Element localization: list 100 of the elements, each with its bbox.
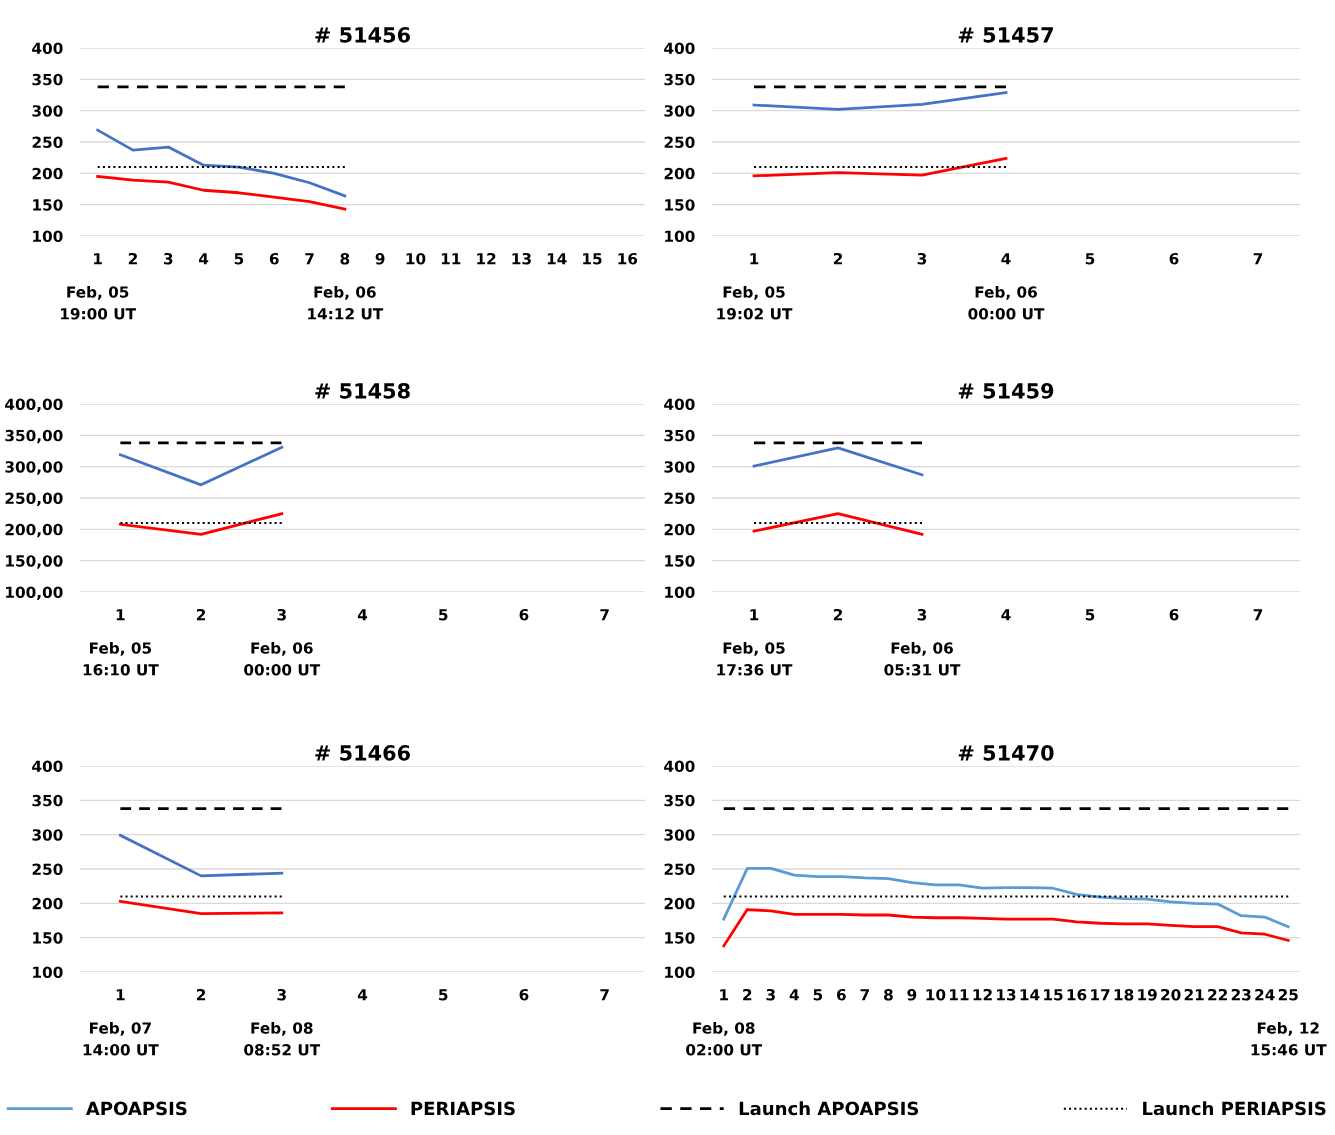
text: Feb, 08 08:52 UT xyxy=(244,1022,321,1056)
x-tick-label: 7 xyxy=(860,989,869,1001)
x-tick-label: 3 xyxy=(277,608,286,621)
line-series xyxy=(96,175,347,211)
text: Feb, 06 05:31 UT xyxy=(884,642,961,676)
x-tick-label: 13 xyxy=(997,988,1016,1001)
chart-title: # 51458 xyxy=(315,382,410,399)
chart-title: # 51459 xyxy=(958,383,1054,399)
y-tick-label: 300,00 xyxy=(5,461,63,475)
y-tick-label: 200 xyxy=(32,897,63,910)
x-tick-label: 1 xyxy=(720,989,729,1001)
x-tick-label: 8 xyxy=(340,252,350,265)
y-tick-label: 150,00 xyxy=(6,555,63,569)
y-tick-label: 150 xyxy=(33,199,63,211)
x-tick-label: 11 xyxy=(950,989,969,1001)
x-tick-label: 6 xyxy=(1169,252,1179,265)
x-tick-label: 8 xyxy=(884,988,893,1001)
x-tick-label: 14 xyxy=(547,253,567,265)
legend-label: Launch APOAPSIS xyxy=(739,1101,919,1116)
x-tick-label: 2 xyxy=(196,608,206,621)
y-tick-label: 150 xyxy=(665,199,695,211)
legend-label: APOAPSIS xyxy=(85,1101,187,1116)
chart-title: # 51466 xyxy=(315,745,410,761)
x-tick-label: 19 xyxy=(1138,988,1157,1001)
y-tick-label: 400 xyxy=(664,42,695,55)
x-tick-label: 12 xyxy=(973,988,992,1001)
x-tick-label: 16 xyxy=(618,252,638,265)
y-tick-label: 200 xyxy=(664,897,695,910)
y-tick-label: 400 xyxy=(32,760,63,773)
x-tick-label: 20 xyxy=(1161,988,1181,1001)
text: Feb, 08 02:00 UT xyxy=(686,1022,763,1056)
y-tick-label: 300 xyxy=(32,829,63,841)
text: Feb, 07 14:00 UT xyxy=(83,1022,159,1056)
y-tick-label: 100 xyxy=(665,230,695,243)
x-tick-label: 1 xyxy=(750,609,759,621)
x-tick-label: 5 xyxy=(439,989,448,1001)
y-tick-label: 350 xyxy=(664,429,695,442)
x-tick-label: 7 xyxy=(1253,253,1263,265)
x-tick-label: 5 xyxy=(1085,253,1095,265)
y-tick-label: 300 xyxy=(32,105,63,117)
x-tick-label: 1 xyxy=(94,253,102,265)
x-tick-label: 4 xyxy=(1001,609,1011,621)
x-tick-label: 15 xyxy=(583,253,602,265)
x-tick-label: 6 xyxy=(836,988,846,1001)
x-tick-label: 3 xyxy=(277,988,286,1001)
chart-title: # 51456 xyxy=(315,27,410,43)
line-series xyxy=(752,91,1008,111)
y-tick-label: 400 xyxy=(32,42,63,55)
text: Feb, 05 19:00 UT xyxy=(60,286,136,320)
text: Feb, 05 17:36 UT xyxy=(717,642,793,676)
x-tick-label: 4 xyxy=(357,609,368,621)
x-tick-label: 23 xyxy=(1231,988,1251,1001)
x-tick-label: 7 xyxy=(600,609,609,621)
x-tick-label: 5 xyxy=(234,253,244,265)
x-tick-label: 1 xyxy=(116,609,125,621)
y-tick-label: 400 xyxy=(664,398,695,411)
x-tick-label: 6 xyxy=(1169,608,1179,621)
x-tick-label: 17 xyxy=(1091,989,1110,1001)
y-tick-label: 200,00 xyxy=(5,523,63,538)
y-tick-label: 300 xyxy=(664,461,695,473)
y-tick-label: 350 xyxy=(664,73,695,86)
x-tick-label: 6 xyxy=(519,988,529,1001)
y-tick-label: 350 xyxy=(32,73,63,86)
text: Feb, 06 00:00 UT xyxy=(968,286,1045,320)
x-tick-label: 4 xyxy=(1001,253,1011,265)
chart-title: # 51457 xyxy=(958,27,1053,43)
y-tick-label: 150 xyxy=(665,932,695,944)
x-tick-label: 7 xyxy=(600,989,609,1001)
y-tick-label: 350,00 xyxy=(5,429,63,444)
x-tick-label: 7 xyxy=(305,253,314,265)
y-tick-label: 250 xyxy=(664,863,695,876)
x-tick-label: 7 xyxy=(1253,609,1263,621)
y-tick-label: 350 xyxy=(32,794,63,807)
x-tick-label: 4 xyxy=(357,989,368,1001)
x-tick-label: 2 xyxy=(743,988,752,1001)
x-tick-label: 3 xyxy=(917,608,927,621)
y-tick-label: 200 xyxy=(32,167,63,180)
y-tick-label: 400,00 xyxy=(5,398,63,412)
x-tick-label: 5 xyxy=(813,989,823,1001)
x-tick-label: 3 xyxy=(917,252,927,265)
x-tick-label: 14 xyxy=(1020,989,1040,1001)
y-tick-label: 250 xyxy=(32,863,63,876)
x-tick-label: 9 xyxy=(375,252,385,265)
y-tick-label: 200 xyxy=(664,523,695,536)
x-tick-label: 5 xyxy=(439,609,448,621)
x-tick-label: 3 xyxy=(766,988,775,1001)
x-tick-label: 2 xyxy=(833,608,842,621)
line-series xyxy=(96,128,347,198)
text: Feb, 05 16:10 UT xyxy=(83,642,159,676)
x-tick-label: 15 xyxy=(1044,989,1063,1001)
y-tick-label: 300 xyxy=(664,829,695,841)
x-tick-label: 11 xyxy=(441,253,461,265)
x-tick-label: 1 xyxy=(116,989,125,1001)
y-tick-label: 250,00 xyxy=(5,492,63,506)
x-tick-label: 18 xyxy=(1114,988,1134,1001)
y-tick-label: 300 xyxy=(664,105,695,117)
x-tick-label: 2 xyxy=(833,252,842,265)
x-tick-label: 6 xyxy=(269,252,279,265)
y-tick-label: 250 xyxy=(664,492,695,505)
x-tick-label: 21 xyxy=(1184,988,1204,1001)
